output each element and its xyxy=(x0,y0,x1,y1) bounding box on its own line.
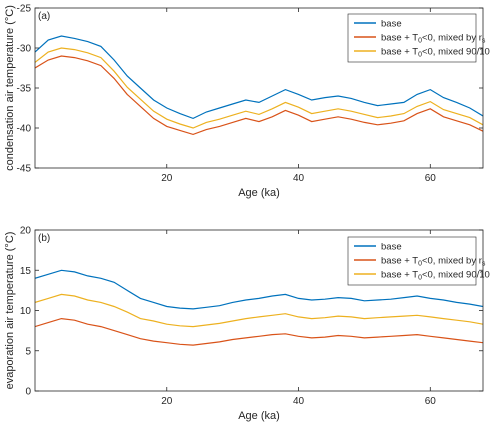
x-tick-label: 60 xyxy=(425,173,437,184)
series-line-2 xyxy=(35,55,483,136)
legend-box xyxy=(347,13,477,63)
x-tick-label: 20 xyxy=(161,173,173,184)
legend-box xyxy=(347,236,477,286)
panel-label: (b) xyxy=(38,233,50,244)
y-tick-label: -45 xyxy=(17,164,32,175)
y-tick-label: 10 xyxy=(20,306,32,317)
legend-label: base + T0<0, mixed by rs xyxy=(381,256,486,268)
chart-panel-1: -45 -40 -35 -30 -25 20 40 60 (a) Age (ka) condensa… xyxy=(4,4,490,200)
legend-label: base xyxy=(381,242,402,253)
x-tick-label: 60 xyxy=(425,396,437,407)
y-tick-label: -35 xyxy=(17,84,32,95)
legend: base base + T0<0, mixed by rs base + T0<0,… xyxy=(347,13,490,63)
y-tick-label: -40 xyxy=(17,124,32,135)
legend-label: base + T0<0, mixed 90/10 xyxy=(381,270,490,282)
series-line-1 xyxy=(35,269,483,310)
x-axis-label: Age (ka) xyxy=(238,410,280,422)
series-line-1 xyxy=(35,35,483,120)
y-tick-label: -25 xyxy=(17,4,32,15)
legend-label: base xyxy=(381,19,402,30)
y-tick-label: 20 xyxy=(20,226,32,237)
x-tick-label: 20 xyxy=(161,396,173,407)
y-axis-label: evaporation air temperature (°C) xyxy=(4,232,16,390)
legend-label: base + T0<0, mixed 90/10 xyxy=(381,47,490,59)
y-axis-label: condensation air temperature (°C) xyxy=(4,5,16,171)
legend-label: base + T0<0, mixed by rs xyxy=(381,33,486,45)
y-tick-label: 15 xyxy=(20,266,32,277)
chart-panel-2: 0 5 10 15 20 20 40 60 (b) Age (ka) evaporation air… xyxy=(4,226,490,423)
legend: base base + T0<0, mixed by rs base + T0<0,… xyxy=(347,236,490,286)
x-axis-label: Age (ka) xyxy=(238,187,280,199)
panel-label: (a) xyxy=(38,11,50,22)
series-line-3 xyxy=(35,293,483,328)
x-tick-label: 40 xyxy=(293,396,305,407)
y-tick-label: 5 xyxy=(25,346,31,357)
x-tick-label: 40 xyxy=(293,173,305,184)
series-line-2 xyxy=(35,317,483,346)
series-line-3 xyxy=(35,47,483,129)
y-tick-label: 0 xyxy=(25,387,31,398)
y-tick-label: -30 xyxy=(17,44,32,55)
